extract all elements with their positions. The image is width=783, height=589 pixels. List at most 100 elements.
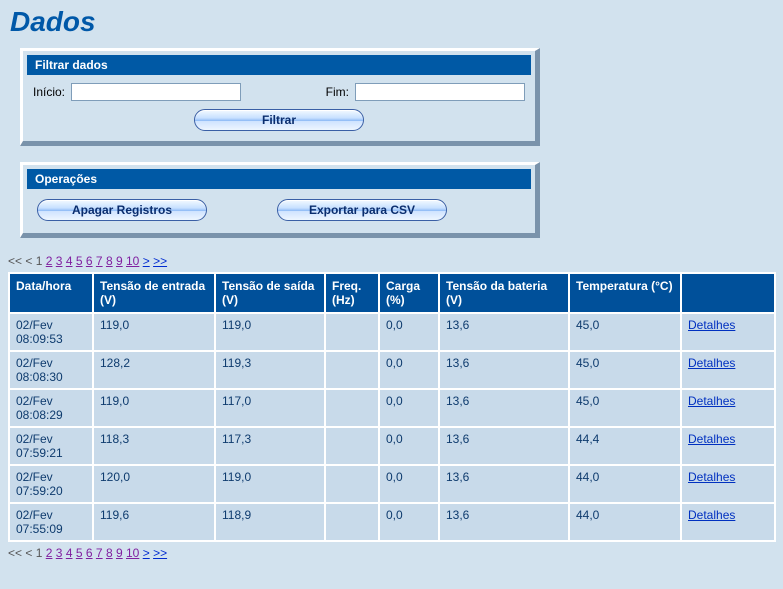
pager-link[interactable]: 7 xyxy=(96,254,103,268)
pager-text: 1 xyxy=(36,254,43,268)
col-header-vin: Tensão de entrada (V) xyxy=(94,274,214,312)
cell-temp: 44,0 xyxy=(570,466,680,502)
details-link[interactable]: Detalhes xyxy=(688,394,735,408)
cell-details: Detalhes xyxy=(682,314,774,350)
operations-row: Apagar Registros Exportar para CSV xyxy=(27,195,531,229)
pager-link[interactable]: 3 xyxy=(56,254,63,268)
pager-link[interactable]: 8 xyxy=(106,546,113,560)
cell-temp: 45,0 xyxy=(570,314,680,350)
cell-freq xyxy=(326,352,378,388)
cell-batt: 13,6 xyxy=(440,352,568,388)
pager-link[interactable]: 8 xyxy=(106,254,113,268)
cell-batt: 13,6 xyxy=(440,466,568,502)
details-link[interactable]: Detalhes xyxy=(688,470,735,484)
pager-link[interactable]: > xyxy=(143,254,150,268)
pager-bottom: << < 1 2 3 4 5 6 7 8 9 10 > >> xyxy=(8,546,775,560)
pager-link[interactable]: 4 xyxy=(66,546,73,560)
cell-temp: 45,0 xyxy=(570,352,680,388)
delete-records-button[interactable]: Apagar Registros xyxy=(37,199,207,221)
cell-vout: 118,9 xyxy=(216,504,324,540)
pager-link[interactable]: 6 xyxy=(86,254,93,268)
cell-datetime: 02/Fev 08:08:29 xyxy=(10,390,92,426)
export-csv-button[interactable]: Exportar para CSV xyxy=(277,199,447,221)
cell-details: Detalhes xyxy=(682,390,774,426)
cell-vout: 117,3 xyxy=(216,428,324,464)
cell-batt: 13,6 xyxy=(440,504,568,540)
cell-load: 0,0 xyxy=(380,352,438,388)
cell-details: Detalhes xyxy=(682,428,774,464)
pager-link[interactable]: >> xyxy=(153,546,167,560)
pager-link[interactable]: 7 xyxy=(96,546,103,560)
cell-datetime: 02/Fev 07:55:09 xyxy=(10,504,92,540)
pager-link[interactable]: 2 xyxy=(46,254,53,268)
start-label: Início: xyxy=(33,85,65,99)
pager-top: << < 1 2 3 4 5 6 7 8 9 10 > >> xyxy=(8,254,775,268)
details-link[interactable]: Detalhes xyxy=(688,508,735,522)
pager-link[interactable]: 10 xyxy=(126,254,139,268)
cell-datetime: 02/Fev 08:09:53 xyxy=(10,314,92,350)
table-row: 02/Fev 08:08:29119,0117,00,013,645,0Deta… xyxy=(10,390,774,426)
cell-vin: 119,0 xyxy=(94,390,214,426)
cell-details: Detalhes xyxy=(682,352,774,388)
cell-freq xyxy=(326,428,378,464)
cell-vin: 119,0 xyxy=(94,314,214,350)
col-header-freq: Freq. (Hz) xyxy=(326,274,378,312)
cell-batt: 13,6 xyxy=(440,314,568,350)
col-header-vout: Tensão de saída (V) xyxy=(216,274,324,312)
cell-vin: 118,3 xyxy=(94,428,214,464)
pager-text: << xyxy=(8,254,22,268)
cell-temp: 45,0 xyxy=(570,390,680,426)
pager-link[interactable]: 6 xyxy=(86,546,93,560)
cell-freq xyxy=(326,390,378,426)
end-label: Fim: xyxy=(326,85,349,99)
pager-text: << xyxy=(8,546,22,560)
table-row: 02/Fev 08:08:30128,2119,30,013,645,0Deta… xyxy=(10,352,774,388)
pager-link[interactable]: 5 xyxy=(76,254,83,268)
pager-link[interactable]: 10 xyxy=(126,546,139,560)
col-header-datetime: Data/hora xyxy=(10,274,92,312)
pager-link[interactable]: 4 xyxy=(66,254,73,268)
cell-freq xyxy=(326,314,378,350)
pager-text: 1 xyxy=(36,546,43,560)
details-link[interactable]: Detalhes xyxy=(688,356,735,370)
pager-link[interactable]: 3 xyxy=(56,546,63,560)
cell-vin: 128,2 xyxy=(94,352,214,388)
filter-button[interactable]: Filtrar xyxy=(194,109,364,131)
cell-load: 0,0 xyxy=(380,428,438,464)
table-row: 02/Fev 07:55:09119,6118,90,013,644,0Deta… xyxy=(10,504,774,540)
cell-vout: 117,0 xyxy=(216,390,324,426)
start-input[interactable] xyxy=(71,83,241,101)
pager-link[interactable]: 9 xyxy=(116,546,123,560)
filter-panel: Filtrar dados Início: Fim: Filtrar xyxy=(20,48,540,146)
pager-link[interactable]: > xyxy=(143,546,150,560)
filter-form-row: Início: Fim: xyxy=(27,81,531,107)
cell-temp: 44,4 xyxy=(570,428,680,464)
cell-datetime: 02/Fev 07:59:21 xyxy=(10,428,92,464)
table-row: 02/Fev 07:59:21118,3117,3 0,013,644,4 Deta… xyxy=(10,428,774,464)
cell-batt: 13,6 xyxy=(440,428,568,464)
cell-temp: 44,0 xyxy=(570,504,680,540)
operations-panel-header: Operações xyxy=(27,169,531,189)
cell-details: Detalhes xyxy=(682,466,774,502)
table-head: Data/hora Tensão de entrada (V) Tensão d… xyxy=(10,274,774,312)
cell-details: Detalhes xyxy=(682,504,774,540)
col-header-temp: Temperatura (°C) xyxy=(570,274,680,312)
cell-batt: 13,6 xyxy=(440,390,568,426)
col-header-load: Carga (%) xyxy=(380,274,438,312)
operations-panel: Operações Apagar Registros Exportar para… xyxy=(20,162,540,238)
cell-datetime: 02/Fev 07:59:20 xyxy=(10,466,92,502)
pager-link[interactable]: 2 xyxy=(46,546,53,560)
end-input[interactable] xyxy=(355,83,525,101)
pager-text: < xyxy=(25,254,32,268)
details-link[interactable]: Detalhes xyxy=(688,432,735,446)
pager-link[interactable]: 9 xyxy=(116,254,123,268)
pager-link[interactable]: >> xyxy=(153,254,167,268)
details-link[interactable]: Detalhes xyxy=(688,318,735,332)
table-row: 02/Fev 07:59:20120,0119,00,013,644,0Deta… xyxy=(10,466,774,502)
pager-text: < xyxy=(25,546,32,560)
filter-panel-header: Filtrar dados xyxy=(27,55,531,75)
cell-freq xyxy=(326,504,378,540)
pager-link[interactable]: 5 xyxy=(76,546,83,560)
filter-btn-row: Filtrar xyxy=(27,107,531,137)
cell-vout: 119,3 xyxy=(216,352,324,388)
